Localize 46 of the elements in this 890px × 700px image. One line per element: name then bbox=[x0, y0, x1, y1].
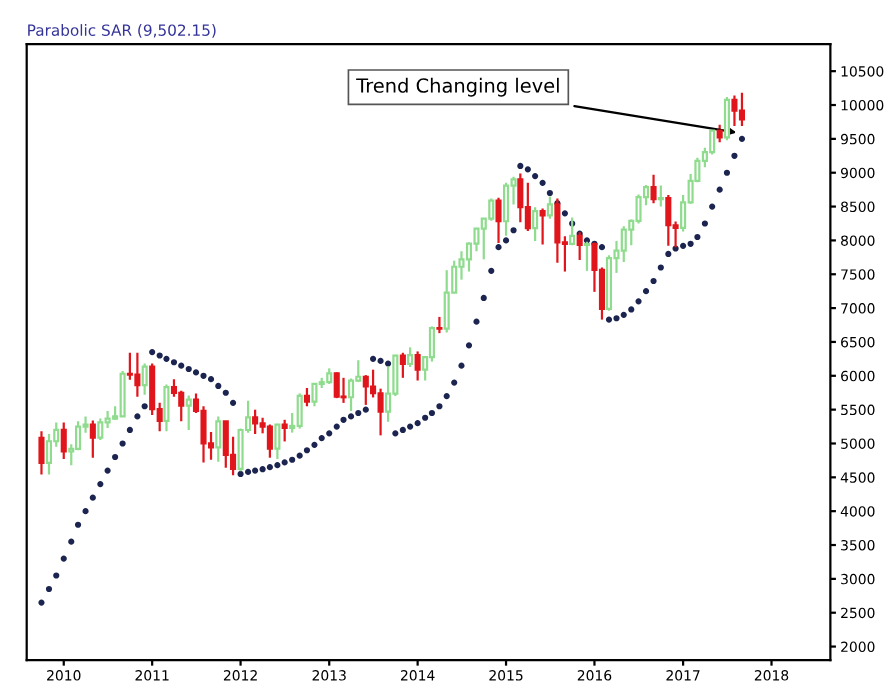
candlestick bbox=[377, 387, 384, 437]
candlestick bbox=[488, 197, 495, 222]
candlestick bbox=[97, 417, 104, 442]
candlestick bbox=[524, 181, 531, 233]
candlestick bbox=[583, 240, 590, 272]
candlestick bbox=[296, 392, 303, 430]
candlestick bbox=[738, 91, 746, 128]
candlestick bbox=[163, 383, 170, 433]
candlestick bbox=[303, 386, 310, 408]
candlestick bbox=[428, 325, 435, 363]
candlestick bbox=[141, 362, 148, 396]
candlestick bbox=[517, 172, 524, 224]
candlestick bbox=[215, 415, 222, 463]
candlestick bbox=[436, 315, 443, 335]
candlestick bbox=[503, 181, 510, 237]
candlestick bbox=[443, 269, 450, 334]
candlestick bbox=[89, 419, 96, 459]
candlestick bbox=[134, 351, 141, 398]
candlestick bbox=[60, 421, 67, 461]
candlestick bbox=[362, 374, 369, 407]
candlestick bbox=[333, 371, 340, 400]
candlestick bbox=[399, 351, 406, 379]
candlestick bbox=[407, 346, 414, 369]
candlestick bbox=[149, 362, 156, 417]
candlestick bbox=[723, 95, 730, 142]
candlestick bbox=[252, 408, 259, 436]
candlestick bbox=[347, 377, 355, 413]
candlestick bbox=[38, 430, 45, 476]
candlestick bbox=[274, 422, 281, 461]
candlestick bbox=[495, 196, 502, 245]
candlestick bbox=[414, 350, 421, 382]
candlestick bbox=[731, 94, 738, 128]
candlestick bbox=[126, 351, 133, 381]
candlestick bbox=[281, 418, 288, 443]
candlestick bbox=[311, 382, 318, 408]
candlestick bbox=[266, 423, 273, 459]
candlestick bbox=[185, 394, 192, 432]
annotation: Trend Changing level bbox=[356, 77, 559, 97]
candlestick bbox=[539, 207, 546, 246]
candlestick bbox=[665, 193, 672, 247]
candlestick bbox=[657, 184, 664, 208]
candlestick bbox=[650, 173, 657, 205]
candlestick bbox=[532, 206, 539, 243]
candlestick bbox=[119, 369, 126, 418]
candlestick bbox=[222, 420, 229, 469]
candlestick bbox=[340, 376, 347, 404]
